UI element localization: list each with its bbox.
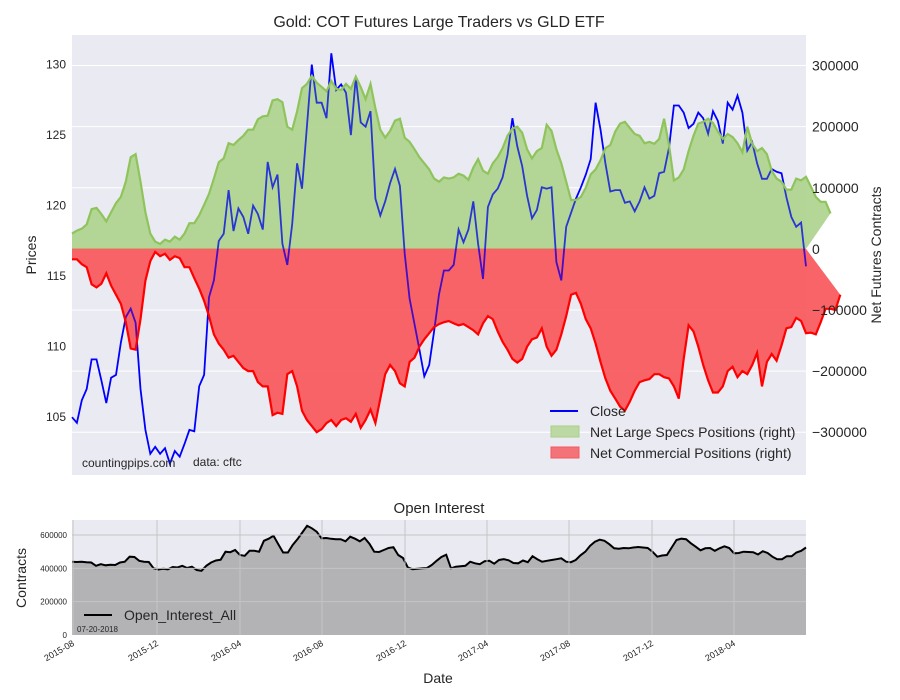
legend-specs-swatch [550,425,580,438]
bottom-y-tick-label: 200000 [40,598,67,607]
report-date: 07-20-2018 [77,625,118,634]
left-tick-label: 115 [47,269,66,283]
left-tick-label: 120 [46,199,66,213]
bottom-x-tick-label: 2016-04 [209,638,243,663]
bottom-gridlines-over [72,520,806,635]
left-tick-label: 125 [46,128,66,142]
legend-oi-label: Open_Interest_All [124,607,236,623]
bottom-x-tick-label: 2017-08 [538,638,572,663]
bottom-legend: Open_Interest_All [84,607,236,623]
specs-area-overlay [72,75,831,249]
bottom-y-tick-label: 600000 [40,531,67,540]
left-axis-ticks: 105 110 115 120 125 130 [46,58,66,425]
bottom-x-tick-label: 2015-12 [126,638,160,663]
right-tick-label: 100000 [812,180,859,196]
right-tick-label: 0 [812,241,820,257]
bottom-x-tick-label: 2017-04 [456,638,490,663]
left-tick-label: 105 [46,410,66,424]
bottom-x-tick-label: 2015-08 [42,638,76,663]
right-tick-label: 200000 [812,119,859,135]
right-tick-label: −300000 [812,424,867,440]
top-chart-title: Gold: COT Futures Large Traders vs GLD E… [273,14,605,31]
legend-commercial-label: Net Commercial Positions (right) [590,445,792,461]
right-axis-label: Net Futures Contracts [868,187,884,324]
bottom-x-tick-label: 2016-12 [374,638,408,663]
specs-line [71,73,832,246]
left-tick-label: 130 [46,58,66,72]
top-legend: Close Net Large Specs Positions (right) … [550,403,795,461]
bottom-x-tick-label: 2018-04 [703,638,737,663]
right-tick-label: −100000 [812,302,867,318]
legend-specs-label: Net Large Specs Positions (right) [590,424,795,440]
watermark-source: countingpips.com [82,456,175,470]
left-tick-label: 110 [47,340,66,354]
bottom-chart-title: Open Interest [394,500,486,517]
top-series-layer [71,53,842,467]
legend-commercial-swatch [550,446,580,459]
commercial-line [72,250,842,434]
watermark-data: data: cftc [193,455,242,469]
specs-area [72,75,831,249]
open-interest-area [72,525,806,635]
right-axis-ticks: 300000 200000 100000 0 −100000 −200000 −300000 [812,58,867,441]
bottom-y-tick-label: 0 [63,631,68,640]
legend-close-label: Close [590,403,626,419]
bottom-x-axis-label: Date [423,670,453,686]
bottom-x-tick-label: 2017-12 [621,638,655,663]
right-tick-label: 300000 [812,58,859,74]
bottom-x-ticks: 2015-08 2015-12 2016-04 2016-08 2016-12 2017-… [42,638,737,663]
bottom-y-ticks: 0 200000 400000 600000 [40,531,67,640]
bottom-x-tick-label: 2016-08 [291,638,325,663]
bottom-y-axis-label: Contracts [13,548,29,608]
right-tick-label: −200000 [812,363,867,379]
close-line [71,53,807,467]
bottom-y-tick-label: 400000 [40,564,67,573]
left-axis-label: Prices [23,236,39,275]
